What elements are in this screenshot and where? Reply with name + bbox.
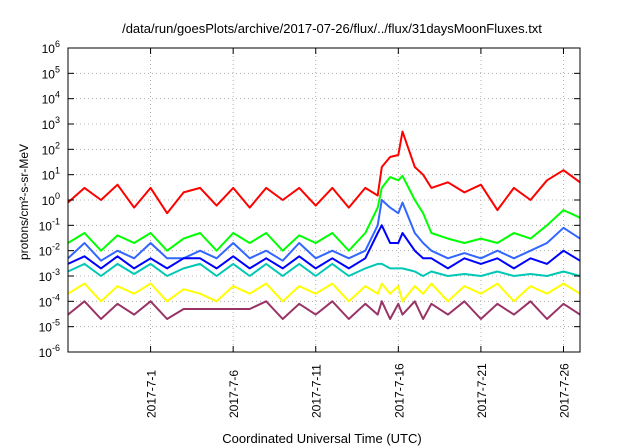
series-group: [67, 130, 581, 320]
y-tick-label: 103: [42, 115, 60, 132]
x-tick-label: 2017-7-16: [392, 363, 406, 418]
y-tick-label: 101: [42, 166, 60, 183]
y-tick-label: 100: [42, 191, 60, 208]
series-line-2: [67, 174, 581, 252]
series-line-3: [67, 199, 581, 262]
series-line-4: [67, 224, 581, 270]
y-axis-label: protons/cm²-s-sr-MeV: [17, 144, 31, 260]
series-line-6: [67, 282, 581, 303]
y-tick-label: 102: [42, 140, 60, 157]
x-tick-label: 2017-7-6: [227, 370, 241, 418]
series-line-5: [67, 262, 581, 277]
x-tick-label: 2017-7-26: [557, 363, 571, 418]
y-tick-label: 10-2: [39, 242, 60, 259]
x-axis-label: Coordinated Universal Time (UTC): [222, 431, 421, 446]
y-tick-label: 10-1: [39, 216, 60, 233]
x-tick-label: 2017-7-21: [475, 363, 489, 418]
series-line-1: [67, 130, 581, 215]
axes: 10-6 10-5 10-4 10-3 10-2 10-1 100 101 102 103 104 1…: [39, 39, 581, 418]
plot-frame: [67, 47, 581, 353]
series-line-7: [67, 300, 581, 320]
grid: [68, 48, 580, 352]
y-tick-label: 104: [42, 90, 60, 107]
y-tick-label: 10-5: [39, 318, 60, 335]
y-tick-label: 10-6: [39, 343, 60, 360]
y-tick-label: 106: [42, 39, 60, 56]
x-tick-label: 2017-7-11: [310, 364, 324, 418]
y-tick-label: 10-4: [39, 292, 60, 309]
y-tick-label: 10-3: [39, 267, 60, 284]
x-tick-label: 2017-7-1: [145, 370, 159, 418]
y-tick-label: 105: [42, 64, 60, 81]
chart-title: /data/run/goesPlots/archive/2017-07-26/f…: [122, 21, 542, 36]
